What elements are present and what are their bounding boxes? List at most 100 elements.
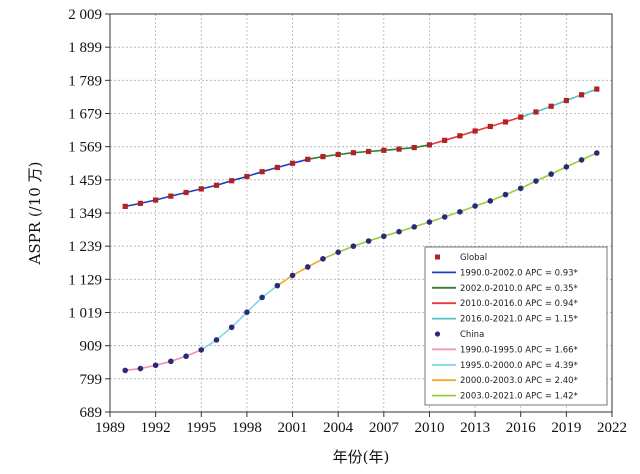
global-point <box>259 169 265 175</box>
legend-label-global: Global <box>460 253 487 263</box>
china-point <box>533 178 539 184</box>
china-point <box>441 214 448 220</box>
china-point <box>183 353 189 360</box>
global-point <box>472 128 478 134</box>
china-point <box>213 337 220 343</box>
y-tick-label: 1 239 <box>68 239 102 255</box>
y-tick-label: 799 <box>80 372 103 388</box>
global-point <box>518 114 524 120</box>
x-axis-title: 年份(年) <box>333 448 390 466</box>
legend-label-segment: 1990.0-2002.0 APC = 0.93* <box>460 268 578 278</box>
china-point <box>593 150 600 156</box>
china-point <box>198 347 205 353</box>
global-point <box>168 193 174 199</box>
china-point <box>365 238 372 244</box>
global-point <box>548 103 554 109</box>
global-point <box>183 189 189 196</box>
x-tick-label: 2016 <box>506 420 537 436</box>
global-point <box>305 156 311 162</box>
global-point <box>153 197 159 203</box>
y-tick-label: 1 349 <box>68 206 102 222</box>
global-point <box>487 123 493 130</box>
global-point <box>533 109 539 115</box>
y-tick-label: 2 009 <box>68 7 102 23</box>
legend-label-segment: 1990.0-1995.0 APC = 1.66* <box>460 345 578 355</box>
global-point <box>396 146 402 152</box>
global-point <box>457 133 463 139</box>
global-point <box>137 200 144 206</box>
x-tick-label: 1995 <box>186 420 216 436</box>
global-point <box>229 178 235 184</box>
y-tick-label: 689 <box>80 405 103 421</box>
legend-label-segment: 1995.0-2000.0 APC = 4.39* <box>460 361 578 371</box>
global-point <box>563 97 569 104</box>
legend-label-segment: 2016.0-2021.0 APC = 1.15* <box>460 315 578 325</box>
y-tick-label: 1 129 <box>68 272 102 288</box>
china-point <box>578 157 585 163</box>
y-tick-label: 1 899 <box>68 40 102 56</box>
legend-marker-global <box>435 254 440 260</box>
china-point <box>381 233 387 240</box>
x-tick-label: 2022 <box>597 420 627 436</box>
x-tick-label: 2007 <box>369 420 400 436</box>
china-point <box>122 367 129 374</box>
china-point <box>472 203 478 209</box>
fit-line-china-2000-2003 <box>276 258 324 287</box>
global-point <box>442 137 448 143</box>
china-point <box>152 362 159 369</box>
china-point <box>411 224 418 230</box>
legend: Global 1990.0-2002.0 APC = 0.93* 2002.0-20… <box>424 246 608 406</box>
legend-label-segment: 2000.0-2003.0 APC = 2.40* <box>460 376 578 386</box>
legend-marker-china <box>434 331 441 337</box>
china-point <box>426 219 433 225</box>
china-point <box>350 243 357 249</box>
global-point <box>244 173 250 180</box>
legend-label-segment: 2002.0-2010.0 APC = 0.35* <box>460 284 578 294</box>
china-point <box>502 191 509 198</box>
y-tick-label: 1 569 <box>68 140 102 156</box>
y-tick-label: 1 789 <box>68 73 102 89</box>
x-tick-label: 1998 <box>232 420 262 436</box>
china-point <box>320 256 326 262</box>
global-point <box>198 186 204 192</box>
x-tick-label: 1989 <box>95 420 125 436</box>
x-tick-label: 2019 <box>551 420 581 436</box>
legend-box <box>424 246 608 406</box>
y-tick-label: 1 459 <box>68 173 102 189</box>
global-point <box>411 144 417 151</box>
y-axis-ticks: 689 799 909 1 019 1 129 1 239 1 349 1 459 1 569 1… <box>68 7 110 421</box>
global-point <box>320 154 326 160</box>
x-tick-label: 2001 <box>278 420 308 436</box>
legend-label-segment: 2003.0-2021.0 APC = 1.42* <box>460 392 578 402</box>
china-point <box>548 171 554 177</box>
x-tick-label: 2004 <box>323 420 354 436</box>
global-point <box>213 182 220 188</box>
china-point <box>335 249 341 255</box>
china-point <box>274 282 281 289</box>
china-point <box>563 164 570 170</box>
x-tick-label: 2013 <box>460 420 490 436</box>
china-point <box>457 208 463 215</box>
y-axis-title: ASPR (/10 万) <box>26 162 44 266</box>
fit-line-china-1995-2000 <box>200 285 278 351</box>
legend-label-china: China <box>460 330 484 340</box>
global-point <box>366 148 372 155</box>
global-point <box>578 92 585 98</box>
china-point <box>517 185 524 192</box>
global-point <box>426 142 433 148</box>
y-tick-label: 1 019 <box>68 306 102 322</box>
china-point <box>244 309 250 315</box>
china-point <box>289 272 296 279</box>
x-tick-label: 2010 <box>414 420 444 436</box>
y-tick-label: 1 679 <box>68 107 102 123</box>
global-point <box>594 86 600 92</box>
china-point <box>259 294 265 301</box>
china-point <box>396 228 402 235</box>
x-axis-ticks: 1989 1992 1995 1998 2001 2004 2007 2010 2013 2016… <box>95 412 627 436</box>
global-point <box>274 164 280 171</box>
china-point <box>168 358 174 365</box>
global-point <box>350 150 356 156</box>
global-point <box>122 203 128 209</box>
global-point <box>381 147 387 153</box>
